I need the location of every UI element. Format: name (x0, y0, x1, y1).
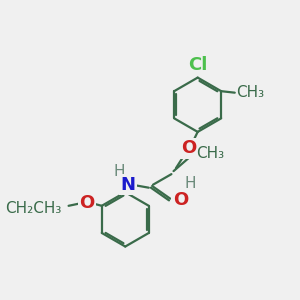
Text: Cl: Cl (188, 56, 207, 74)
Text: H: H (113, 164, 125, 179)
Text: CH₃: CH₃ (196, 146, 224, 160)
Text: H: H (184, 176, 196, 190)
Text: O: O (79, 194, 94, 212)
Text: CH₃: CH₃ (236, 85, 264, 100)
Text: O: O (181, 140, 196, 158)
Text: CH₂CH₃: CH₂CH₃ (5, 201, 61, 216)
Text: O: O (172, 191, 188, 209)
Text: N: N (121, 176, 136, 194)
